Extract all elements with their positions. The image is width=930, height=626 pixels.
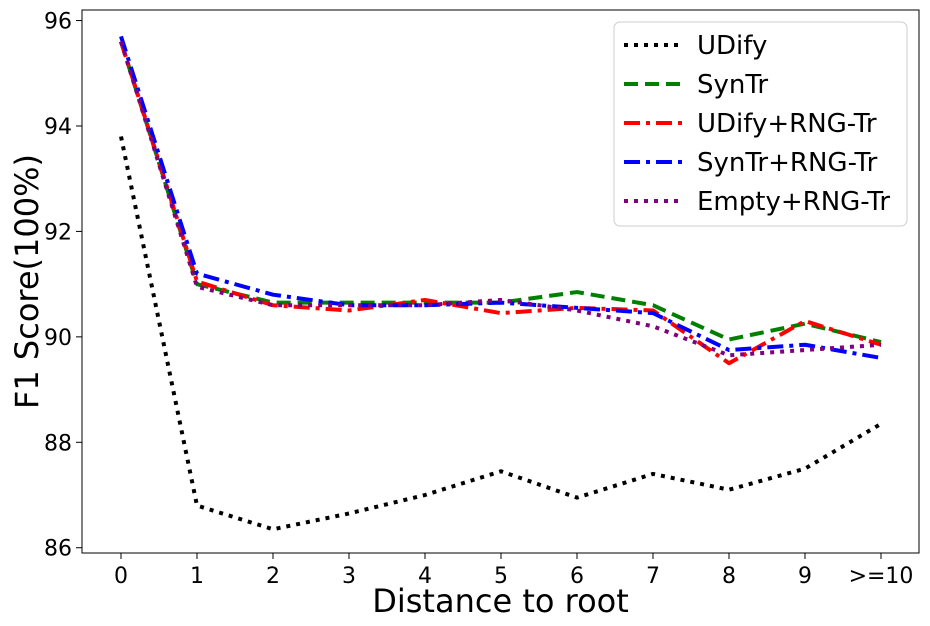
x-tick-label: 8 [722, 564, 736, 589]
y-axis-title: F1 Score(100%) [8, 154, 46, 409]
legend: UDify SynTr UDify+RNG-Tr SynTr+RNG-Tr Empty+… [613, 21, 908, 227]
legend-label: SynTr+RNG-Tr [697, 148, 878, 178]
y-tick-label: 88 [44, 431, 72, 456]
series-line-empty-rng-tr [119, 41, 882, 358]
y-tick-label: 86 [44, 537, 72, 562]
y-tick-label: 96 [44, 10, 72, 35]
x-tick-label: 4 [418, 564, 432, 589]
series-line-udify [119, 136, 883, 532]
x-tick-label: >=10 [849, 564, 914, 589]
x-tick-label: 9 [798, 564, 812, 589]
y-tick-label: 90 [44, 326, 72, 351]
x-tick-label: 3 [342, 564, 356, 589]
y-axis: 86 88 90 92 94 96 [44, 10, 82, 562]
legend-label: SynTr [697, 70, 768, 100]
x-tick-label: 1 [190, 564, 204, 589]
legend-box [613, 21, 908, 227]
x-axis: 0 1 2 3 4 5 6 7 8 9 >=10 [114, 553, 913, 589]
series-line-syntr [119, 41, 882, 345]
x-tick-label: 6 [570, 564, 584, 589]
legend-label: UDify [697, 31, 767, 61]
legend-label: Empty+RNG-Tr [697, 187, 890, 217]
x-tick-label: 5 [494, 564, 508, 589]
series-line-udify-rng-tr [119, 41, 882, 366]
y-tick-label: 94 [44, 115, 72, 140]
legend-label: UDify+RNG-Tr [697, 109, 877, 139]
x-tick-label: 7 [646, 564, 660, 589]
y-tick-label: 92 [44, 220, 72, 245]
plot-lines [119, 35, 883, 532]
x-axis-title: Distance to root [372, 582, 629, 620]
x-tick-label: 2 [266, 564, 280, 589]
x-tick-label: 0 [114, 564, 128, 589]
series-line-syntr-rng-tr [119, 35, 882, 360]
